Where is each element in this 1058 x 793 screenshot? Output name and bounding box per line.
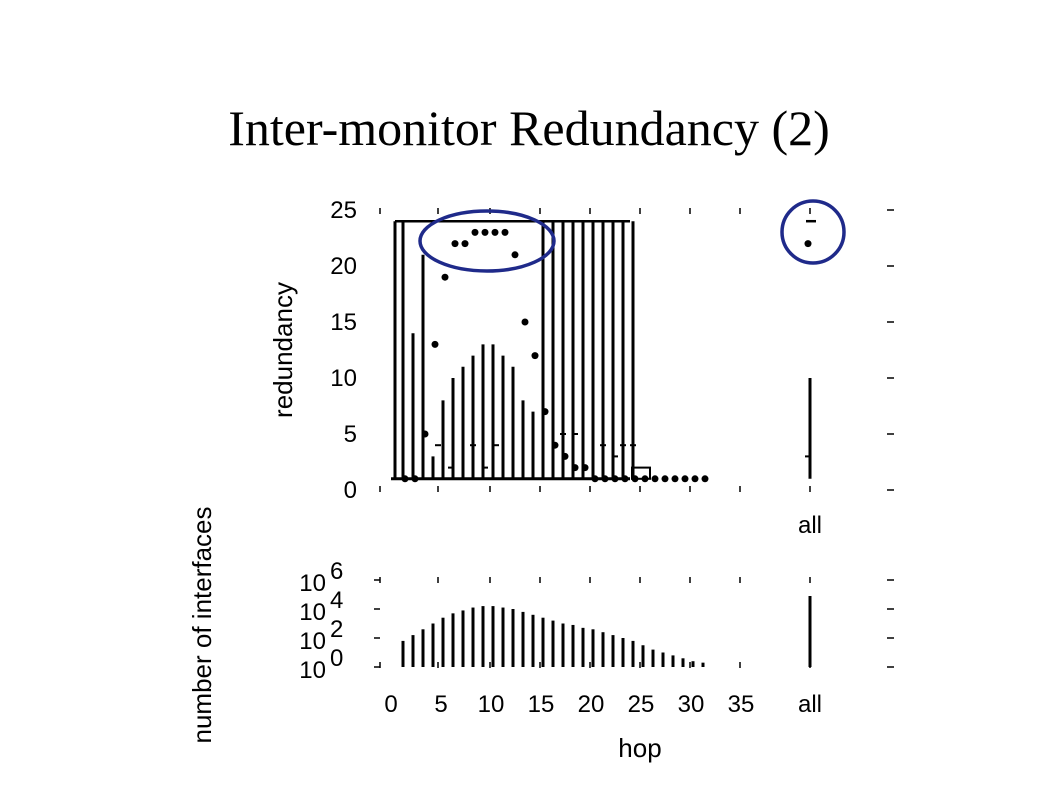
y-tick-base: 10 bbox=[299, 657, 326, 684]
x-tick-label: 10 bbox=[478, 691, 505, 718]
median-dot bbox=[461, 240, 469, 248]
median-dot bbox=[421, 430, 429, 438]
median-dot bbox=[471, 228, 479, 236]
median-dot bbox=[641, 475, 649, 483]
median-dot bbox=[531, 352, 539, 360]
y-tick-exponent: 2 bbox=[330, 616, 343, 643]
median-dot bbox=[621, 475, 629, 483]
median-dot bbox=[491, 228, 499, 236]
y-tick-label: 5 bbox=[344, 421, 357, 448]
median-dot bbox=[631, 475, 639, 483]
y-tick-exponent: 4 bbox=[330, 587, 343, 614]
y-tick-label: 15 bbox=[330, 309, 357, 336]
axis-titles: hop redundancy number of interfaces bbox=[187, 282, 662, 763]
median-dot bbox=[401, 475, 409, 483]
y-tick-label: 20 bbox=[330, 253, 357, 280]
median-dot bbox=[441, 273, 449, 281]
median-dot bbox=[691, 475, 699, 483]
all-category-label: all bbox=[798, 512, 822, 539]
x-tick-label: 20 bbox=[578, 691, 605, 718]
median-dot bbox=[601, 475, 609, 483]
y-tick-base: 10 bbox=[299, 628, 326, 655]
median-dot bbox=[591, 475, 599, 483]
redundancy-axis-title: redundancy bbox=[268, 282, 298, 418]
x-tick-label: 30 bbox=[678, 691, 705, 718]
y-tick-label: 25 bbox=[330, 197, 357, 224]
median-dot bbox=[651, 475, 659, 483]
median-dot bbox=[701, 475, 709, 483]
median-dot bbox=[681, 475, 689, 483]
y-tick-exponent: 6 bbox=[330, 558, 343, 585]
median-dot bbox=[671, 475, 679, 483]
median-dot bbox=[561, 452, 569, 460]
x-tick-label: 25 bbox=[628, 691, 655, 718]
highlight-circle bbox=[780, 199, 846, 265]
median-dot bbox=[611, 475, 619, 483]
y-tick-label: 10 bbox=[330, 365, 357, 392]
interfaces-panel: 10 010 210 410 60 5 10 15 20 25 30 35 all bbox=[299, 558, 894, 718]
median-dot bbox=[571, 464, 579, 472]
x-tick-label: 0 bbox=[384, 691, 397, 718]
x-tick-label: 15 bbox=[528, 691, 555, 718]
highlight-circles bbox=[418, 199, 846, 273]
x-tick-label: 35 bbox=[728, 691, 755, 718]
y-tick-exponent: 0 bbox=[330, 645, 343, 672]
median-dot bbox=[541, 408, 549, 416]
median-dot bbox=[511, 251, 519, 259]
y-tick-label: 0 bbox=[344, 477, 357, 504]
median-dot bbox=[501, 228, 509, 236]
median-dot bbox=[431, 340, 439, 348]
median-dot bbox=[551, 441, 559, 449]
x-tick-label: 5 bbox=[434, 691, 447, 718]
y-tick-base: 10 bbox=[299, 570, 326, 597]
median-dot bbox=[451, 240, 459, 248]
y-tick-base: 10 bbox=[299, 599, 326, 626]
x-tick-label: all bbox=[798, 691, 822, 718]
interfaces-axis-title: number of interfaces bbox=[187, 506, 217, 743]
x-axis-title: hop bbox=[618, 733, 661, 763]
slide-title: Inter-monitor Redundancy (2) bbox=[228, 100, 830, 156]
median-dot bbox=[521, 318, 529, 326]
median-dot bbox=[481, 228, 489, 236]
highlight-ellipse bbox=[418, 209, 556, 273]
median-dot bbox=[661, 475, 669, 483]
small-box bbox=[631, 466, 651, 480]
median-dot bbox=[411, 475, 419, 483]
redundancy-panel: 0 5 10 15 20 25 all bbox=[330, 197, 894, 539]
all-median-dot bbox=[804, 240, 812, 248]
median-dot bbox=[581, 464, 589, 472]
